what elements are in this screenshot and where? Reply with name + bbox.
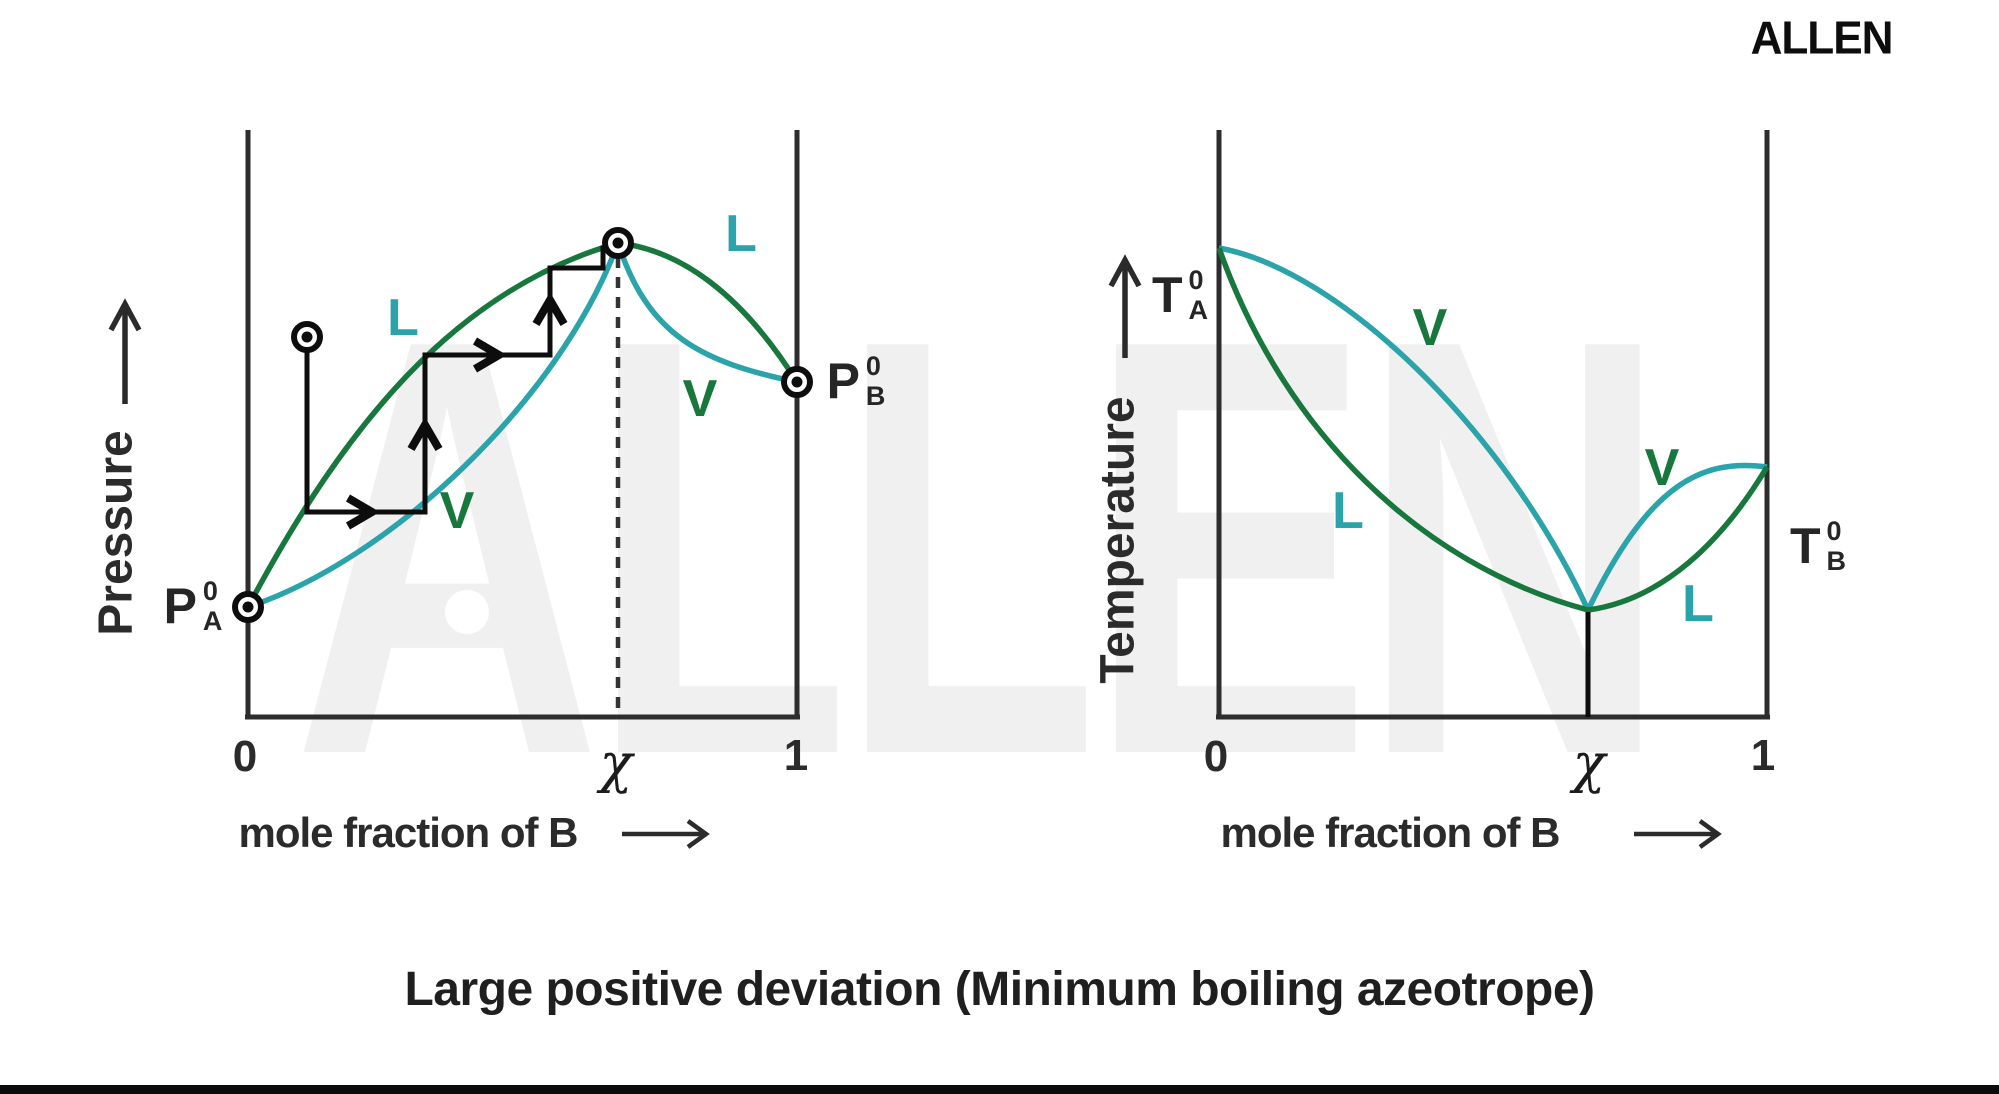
right-region-label-vapor-left: V [1412, 299, 1448, 357]
right-liquid-curve [1216, 247, 1770, 613]
tb0-sub: B [1826, 545, 1847, 576]
left-region-label-vapor-right: V [682, 370, 718, 428]
right-tick-1: 1 [1750, 731, 1776, 780]
pa0-sub: A [202, 605, 223, 636]
left-point-marker-rings [232, 227, 814, 623]
allen-logo: ALLEN [1750, 11, 1894, 64]
distillation-step-arrow-icons [345, 292, 568, 530]
left-point-marker-dots [242, 237, 803, 613]
bottom-black-bar [0, 1085, 1999, 1094]
pa0-sup: 0 [202, 575, 218, 606]
temperature-axis-label: Temperature [1091, 396, 1145, 684]
tb0-main: T [1789, 518, 1821, 574]
left-region-label-liquid-upper: L [387, 289, 419, 347]
left-region-label-vapor-lower: V [439, 482, 475, 540]
figure-caption: Large positive deviation (Minimum boilin… [404, 963, 1595, 1016]
right-vapor-curve [1218, 245, 1768, 617]
right-region-label-liquid-left: L [1332, 482, 1364, 540]
left-liquid-curve [245, 240, 800, 609]
distillation-steps-line [304, 245, 611, 515]
ta0-sub: A [1188, 294, 1209, 325]
left-tick-0: 0 [232, 732, 258, 781]
left-region-label-liquid-right: L [725, 205, 757, 263]
ta0-main: T [1151, 267, 1183, 323]
watermark-a-dot-shape [445, 590, 489, 634]
pb0-sup: 0 [865, 350, 881, 381]
right-tick-chi: χ [1572, 731, 1606, 795]
left-tick-1: 1 [783, 731, 809, 780]
left-xlabel-arrow-icon [622, 819, 710, 849]
temperature-axis-arrow-icon [1108, 254, 1142, 358]
right-region-label-vapor-right: V [1644, 439, 1680, 497]
left-tick-chi: χ [599, 731, 633, 795]
left-vapor-curve [247, 234, 798, 610]
pa0-main: P [163, 578, 197, 634]
pressure-axis-arrow-icon [108, 298, 142, 404]
pb0-main: P [826, 353, 860, 409]
right-tick-0: 0 [1203, 732, 1229, 781]
right-x-axis-label: mole fraction of B [1220, 809, 1560, 856]
pressure-axis-label: Pressure [89, 430, 143, 636]
allen-watermark: ALLEN [293, 216, 1668, 879]
right-axes-lines [1216, 130, 1770, 720]
right-region-label-liquid-right: L [1682, 575, 1714, 633]
left-x-axis-label: mole fraction of B [238, 809, 578, 856]
ta0-sup: 0 [1188, 264, 1204, 295]
right-xlabel-arrow-icon [1634, 819, 1722, 849]
tb0-sup: 0 [1826, 515, 1842, 546]
pb0-sub: B [865, 380, 886, 411]
